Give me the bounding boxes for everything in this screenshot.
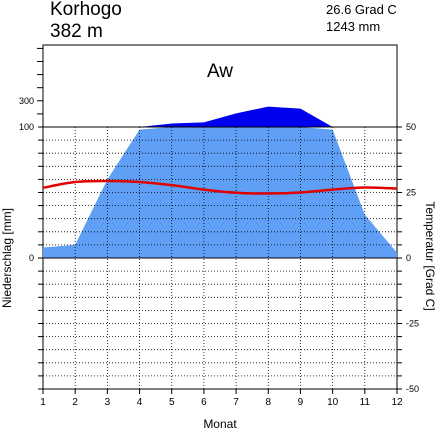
precip-tick-label: 300 <box>19 96 34 106</box>
temp-tick-label: 50 <box>406 122 416 132</box>
month-label: 6 <box>201 397 207 408</box>
month-label: 5 <box>169 397 175 408</box>
month-label: 7 <box>233 397 239 408</box>
month-label: 9 <box>298 397 304 408</box>
right-axis-label: Temperatur [Grad C] <box>423 201 437 310</box>
mean-temperature: 26.6 Grad C <box>326 2 397 17</box>
precipitation-area-above-100 <box>43 106 397 127</box>
precip-tick-label: 100 <box>19 122 34 132</box>
left-axis-label: Niederschlag [mm] <box>0 208 14 308</box>
month-label: 2 <box>72 397 78 408</box>
month-label: 1 <box>40 397 46 408</box>
month-label: 3 <box>105 397 111 408</box>
station-elevation: 382 m <box>50 21 103 42</box>
climate-class-label: Aw <box>207 61 233 82</box>
station-name: Korhogo <box>50 0 122 20</box>
month-label: 8 <box>265 397 271 408</box>
x-axis-label: Monat <box>203 417 237 430</box>
temp-tick-label: -25 <box>406 319 419 329</box>
month-label: 11 <box>360 397 371 408</box>
month-label: 12 <box>391 397 403 408</box>
temp-tick-label: 0 <box>406 253 411 263</box>
temperature-line <box>42 179 398 195</box>
month-label: 4 <box>137 397 143 408</box>
month-label: 10 <box>327 397 339 408</box>
annual-precipitation: 1243 mm <box>326 19 381 34</box>
temp-tick-label: -50 <box>406 384 419 394</box>
precip-tick-label: 0 <box>29 253 34 263</box>
temp-tick-label: 25 <box>406 188 416 198</box>
